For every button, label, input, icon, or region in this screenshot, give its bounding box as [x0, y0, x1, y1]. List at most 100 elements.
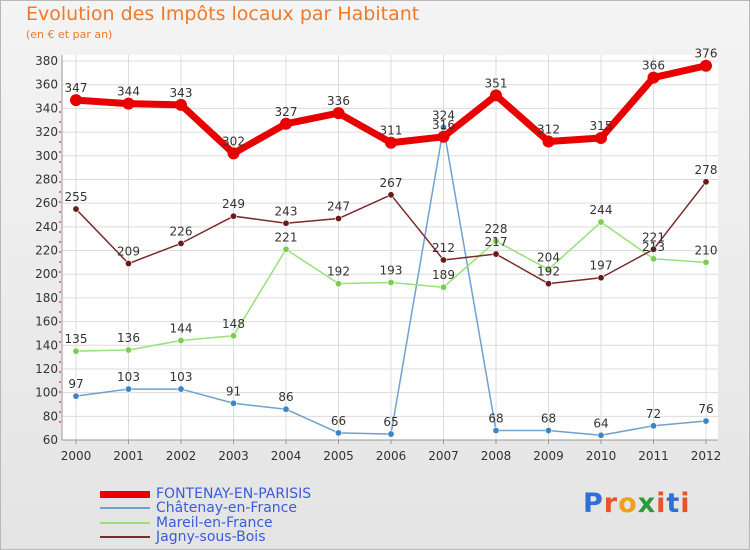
data-point [230, 212, 238, 220]
data-point [387, 191, 395, 199]
y-tick-label: 180 [35, 291, 58, 305]
data-label: 217 [485, 235, 508, 249]
x-tick-label: 2005 [323, 449, 354, 463]
y-tick-label: 320 [35, 125, 58, 139]
logo-letter: i [680, 488, 691, 519]
x-tick-label: 2007 [428, 449, 459, 463]
logo-letter: i [656, 488, 667, 519]
y-tick-label: 200 [35, 267, 58, 281]
data-point [597, 431, 605, 439]
data-label: 278 [695, 163, 718, 177]
y-tick-label: 120 [35, 362, 58, 376]
data-point [544, 265, 552, 273]
legend-swatch [100, 522, 150, 524]
data-label: 209 [117, 245, 140, 259]
data-point [649, 255, 657, 263]
data-point [702, 258, 710, 266]
y-tick-label: 100 [35, 386, 58, 400]
data-point [70, 94, 82, 107]
data-point [492, 427, 500, 435]
data-label: 243 [275, 204, 298, 218]
y-tick-label: 60 [43, 433, 58, 447]
legend-swatch [100, 507, 150, 509]
legend-label: Mareil-en-France [156, 515, 273, 531]
data-label: 221 [642, 230, 665, 244]
data-point [595, 131, 607, 144]
x-tick-label: 2002 [166, 449, 197, 463]
legend-item-jagny: Jagny-sous-Bois [100, 530, 266, 544]
data-point [387, 430, 395, 438]
data-label: 316 [432, 118, 455, 132]
legend-label: Châtenay-en-France [156, 500, 297, 516]
data-point [439, 123, 447, 131]
data-point [544, 427, 552, 435]
data-point [649, 422, 657, 430]
data-label: 189 [432, 268, 455, 282]
data-point [597, 274, 605, 282]
data-point [72, 347, 80, 355]
data-point [387, 278, 395, 286]
y-tick-label: 360 [35, 78, 58, 92]
data-label: 221 [275, 230, 298, 244]
logo-letter: x [637, 488, 657, 519]
x-tick-label: 2010 [586, 449, 617, 463]
data-point [490, 89, 502, 102]
data-label: 192 [327, 265, 350, 279]
y-tick-label: 260 [35, 196, 58, 210]
data-point [439, 256, 447, 264]
data-label: 366 [642, 59, 665, 73]
data-point [282, 219, 290, 227]
data-point [125, 346, 133, 354]
data-label: 192 [537, 265, 560, 279]
data-point [542, 135, 555, 148]
data-label: 351 [485, 76, 508, 90]
data-point [437, 130, 450, 143]
data-label: 347 [65, 81, 88, 95]
data-label: 210 [695, 243, 718, 257]
data-point [544, 280, 552, 288]
data-point [230, 332, 238, 340]
y-tick-label: 380 [35, 54, 58, 68]
data-point [597, 218, 605, 226]
legend-label: FONTENAY-EN-PARISIS [156, 486, 312, 502]
data-point [177, 337, 185, 345]
data-point [702, 417, 710, 425]
data-label: 91 [226, 384, 241, 398]
data-label: 148 [222, 317, 245, 331]
chart-subtitle: (en € et par an) [26, 28, 113, 41]
x-tick-label: 2009 [533, 449, 564, 463]
data-point [230, 399, 238, 407]
data-label: 144 [170, 322, 193, 336]
logo-letter: o [618, 488, 638, 519]
data-point [177, 385, 185, 393]
data-point [334, 215, 342, 223]
data-label: 249 [222, 197, 245, 211]
data-point [122, 97, 135, 110]
data-point [125, 260, 133, 268]
data-point [334, 280, 342, 288]
data-label: 226 [170, 224, 193, 238]
y-tick-label: 80 [43, 409, 58, 423]
data-point [175, 98, 187, 111]
data-point [72, 392, 80, 400]
data-label: 311 [380, 124, 403, 138]
data-label: 103 [170, 370, 193, 384]
x-tick-label: 2000 [61, 449, 92, 463]
data-point [125, 385, 133, 393]
legend-item-chatenay: Châtenay-en-France [100, 501, 297, 515]
data-label: 255 [65, 190, 88, 204]
data-label: 327 [275, 105, 298, 119]
x-tick-label: 2003 [218, 449, 249, 463]
line-chart: 60 80 100 120 140 160 180 200 220 240 260 280 300 320… [35, 47, 721, 463]
data-label: 302 [222, 134, 245, 148]
data-label: 66 [331, 414, 346, 428]
data-label: 212 [432, 241, 455, 255]
data-label: 68 [541, 412, 556, 426]
data-label: 228 [485, 222, 508, 236]
data-point [280, 117, 292, 130]
data-label: 136 [117, 331, 140, 345]
data-point [492, 250, 500, 258]
data-label: 244 [590, 203, 613, 217]
chart-title: Evolution des Impôts locaux par Habitant [26, 3, 420, 25]
data-point [282, 405, 290, 413]
